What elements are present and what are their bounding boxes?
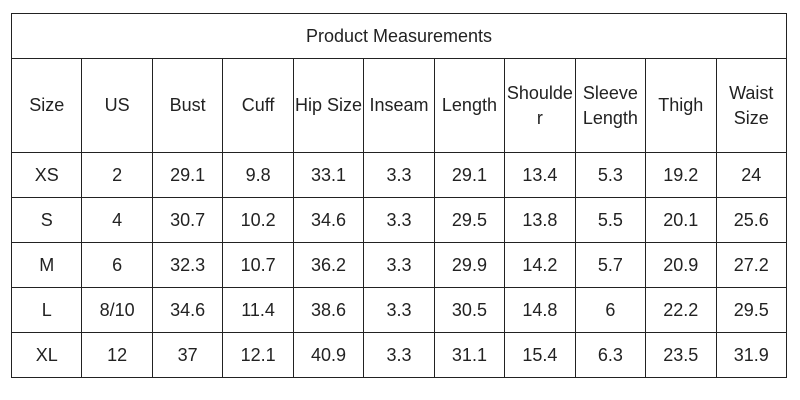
header-row: Size US Bust Cuff Hip Size Inseam Length Should… bbox=[10, 58, 788, 153]
data-cell: 25.6 bbox=[715, 197, 788, 243]
data-cell: 12 bbox=[81, 332, 153, 378]
data-cell: XS bbox=[10, 152, 83, 198]
data-cell: 3.3 bbox=[363, 242, 435, 288]
data-cell: 3.3 bbox=[363, 332, 435, 378]
data-cell: 34.6 bbox=[292, 197, 365, 243]
header-cell: Hip Size bbox=[292, 58, 365, 153]
data-cell: 5.3 bbox=[574, 152, 647, 198]
data-cell: 2 bbox=[81, 152, 153, 198]
data-cell: 22.2 bbox=[645, 287, 717, 333]
data-cell: 3.3 bbox=[363, 287, 435, 333]
data-cell: 5.5 bbox=[574, 197, 647, 243]
data-cell: 34.6 bbox=[151, 287, 224, 333]
data-cell: 9.8 bbox=[222, 152, 294, 198]
data-cell: XL bbox=[10, 332, 83, 378]
data-cell: 4 bbox=[81, 197, 153, 243]
data-cell: 33.1 bbox=[292, 152, 365, 198]
data-row: L 8/10 34.6 11.4 38.6 3.3 30.5 14.8 6 22.2 29.5 bbox=[10, 287, 788, 333]
data-cell: 3.3 bbox=[363, 197, 435, 243]
data-cell: 30.5 bbox=[433, 287, 506, 333]
data-cell: 6 bbox=[574, 287, 647, 333]
data-cell: 15.4 bbox=[504, 332, 576, 378]
data-cell: 36.2 bbox=[292, 242, 365, 288]
data-cell: S bbox=[10, 197, 83, 243]
data-row: XS 2 29.1 9.8 33.1 3.3 29.1 13.4 5.3 19.2 24 bbox=[10, 152, 788, 198]
data-cell: 24 bbox=[715, 152, 788, 198]
data-cell: 32.3 bbox=[151, 242, 224, 288]
header-cell: Thigh bbox=[645, 58, 717, 153]
data-cell: 5.7 bbox=[574, 242, 647, 288]
data-cell: M bbox=[10, 242, 83, 288]
data-cell: 13.4 bbox=[504, 152, 576, 198]
header-cell: Inseam bbox=[363, 58, 435, 153]
data-cell: 13.8 bbox=[504, 197, 576, 243]
data-cell: 37 bbox=[151, 332, 224, 378]
data-row: XL 12 37 12.1 40.9 3.3 31.1 15.4 6.3 23.5 31.9 bbox=[10, 332, 788, 378]
header-cell: US bbox=[81, 58, 153, 153]
data-cell: 10.2 bbox=[222, 197, 294, 243]
data-cell: 14.8 bbox=[504, 287, 576, 333]
data-cell: 29.1 bbox=[433, 152, 506, 198]
header-cell: Bust bbox=[151, 58, 224, 153]
header-cell: Sleeve Length bbox=[574, 58, 647, 153]
data-cell: 23.5 bbox=[645, 332, 717, 378]
data-cell: 3.3 bbox=[363, 152, 435, 198]
data-cell: 27.2 bbox=[715, 242, 788, 288]
data-cell: 30.7 bbox=[151, 197, 224, 243]
data-cell: 29.9 bbox=[433, 242, 506, 288]
data-cell: 29.5 bbox=[715, 287, 788, 333]
data-cell: 8/10 bbox=[81, 287, 153, 333]
data-cell: 31.9 bbox=[715, 332, 788, 378]
data-cell: 29.1 bbox=[151, 152, 224, 198]
header-cell: Length bbox=[433, 58, 506, 153]
data-cell: 19.2 bbox=[645, 152, 717, 198]
data-cell: 12.1 bbox=[222, 332, 294, 378]
data-cell: L bbox=[10, 287, 83, 333]
title-row: Product Measurements bbox=[11, 13, 787, 59]
data-cell: 11.4 bbox=[222, 287, 294, 333]
header-cell: Cuff bbox=[222, 58, 294, 153]
data-cell: 29.5 bbox=[433, 197, 506, 243]
header-cell: Shoulder bbox=[504, 58, 576, 153]
data-cell: 6.3 bbox=[574, 332, 647, 378]
header-cell: Waist Size bbox=[715, 58, 788, 153]
data-row: M 6 32.3 10.7 36.2 3.3 29.9 14.2 5.7 20.9 27.2 bbox=[10, 242, 788, 288]
data-cell: 14.2 bbox=[504, 242, 576, 288]
data-cell: 20.1 bbox=[645, 197, 717, 243]
data-cell: 20.9 bbox=[645, 242, 717, 288]
measurements-table: Product Measurements Size US Bust Cuff Hip S… bbox=[10, 13, 788, 378]
data-cell: 31.1 bbox=[433, 332, 506, 378]
data-cell: 38.6 bbox=[292, 287, 365, 333]
data-cell: 6 bbox=[81, 242, 153, 288]
table-title: Product Measurements bbox=[11, 13, 787, 59]
data-cell: 40.9 bbox=[292, 332, 365, 378]
data-cell: 10.7 bbox=[222, 242, 294, 288]
header-cell: Size bbox=[10, 58, 83, 153]
data-row: S 4 30.7 10.2 34.6 3.3 29.5 13.8 5.5 20.1 25.6 bbox=[10, 197, 788, 243]
